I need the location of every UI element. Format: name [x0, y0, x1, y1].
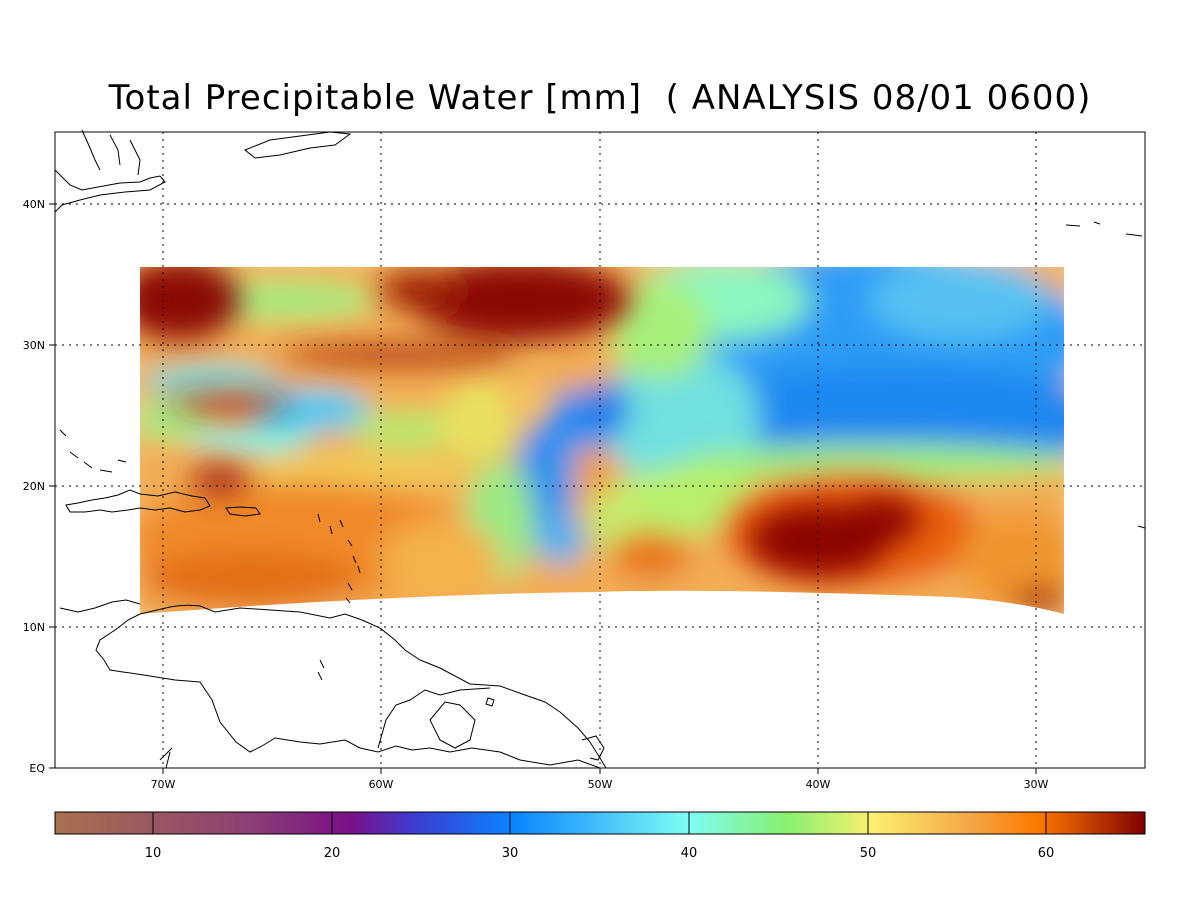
colorbar-label-50: 50	[860, 846, 877, 861]
lon-label-60w: 60W	[369, 778, 394, 791]
colorbar-label-30: 30	[502, 846, 519, 861]
colorbar-label-60: 60	[1038, 846, 1055, 861]
lat-label-eq: EQ	[29, 762, 45, 775]
lon-label-50w: 50W	[588, 778, 613, 791]
colorbar-separators	[152, 812, 1047, 834]
gridlines	[55, 132, 1145, 768]
colorbar-label-20: 20	[324, 846, 341, 861]
axis-ticks	[49, 203, 1037, 774]
lat-label-10n: 10N	[23, 621, 45, 634]
lat-label-20n: 20N	[23, 480, 45, 493]
lat-label-30n: 30N	[23, 339, 45, 352]
lon-label-40w: 40W	[806, 778, 831, 791]
lon-label-70w: 70W	[151, 778, 176, 791]
coastlines	[54, 129, 1146, 769]
map-title: Total Precipitable Water [mm] ( ANALYSIS…	[108, 78, 1092, 118]
colorbar-label-10: 10	[145, 846, 162, 861]
precipitable-water-field	[140, 267, 1064, 614]
colorbar-label-40: 40	[681, 846, 698, 861]
lat-label-40n: 40N	[23, 198, 45, 211]
colorbar	[54, 811, 1146, 835]
lon-label-30w: 30W	[1024, 778, 1049, 791]
